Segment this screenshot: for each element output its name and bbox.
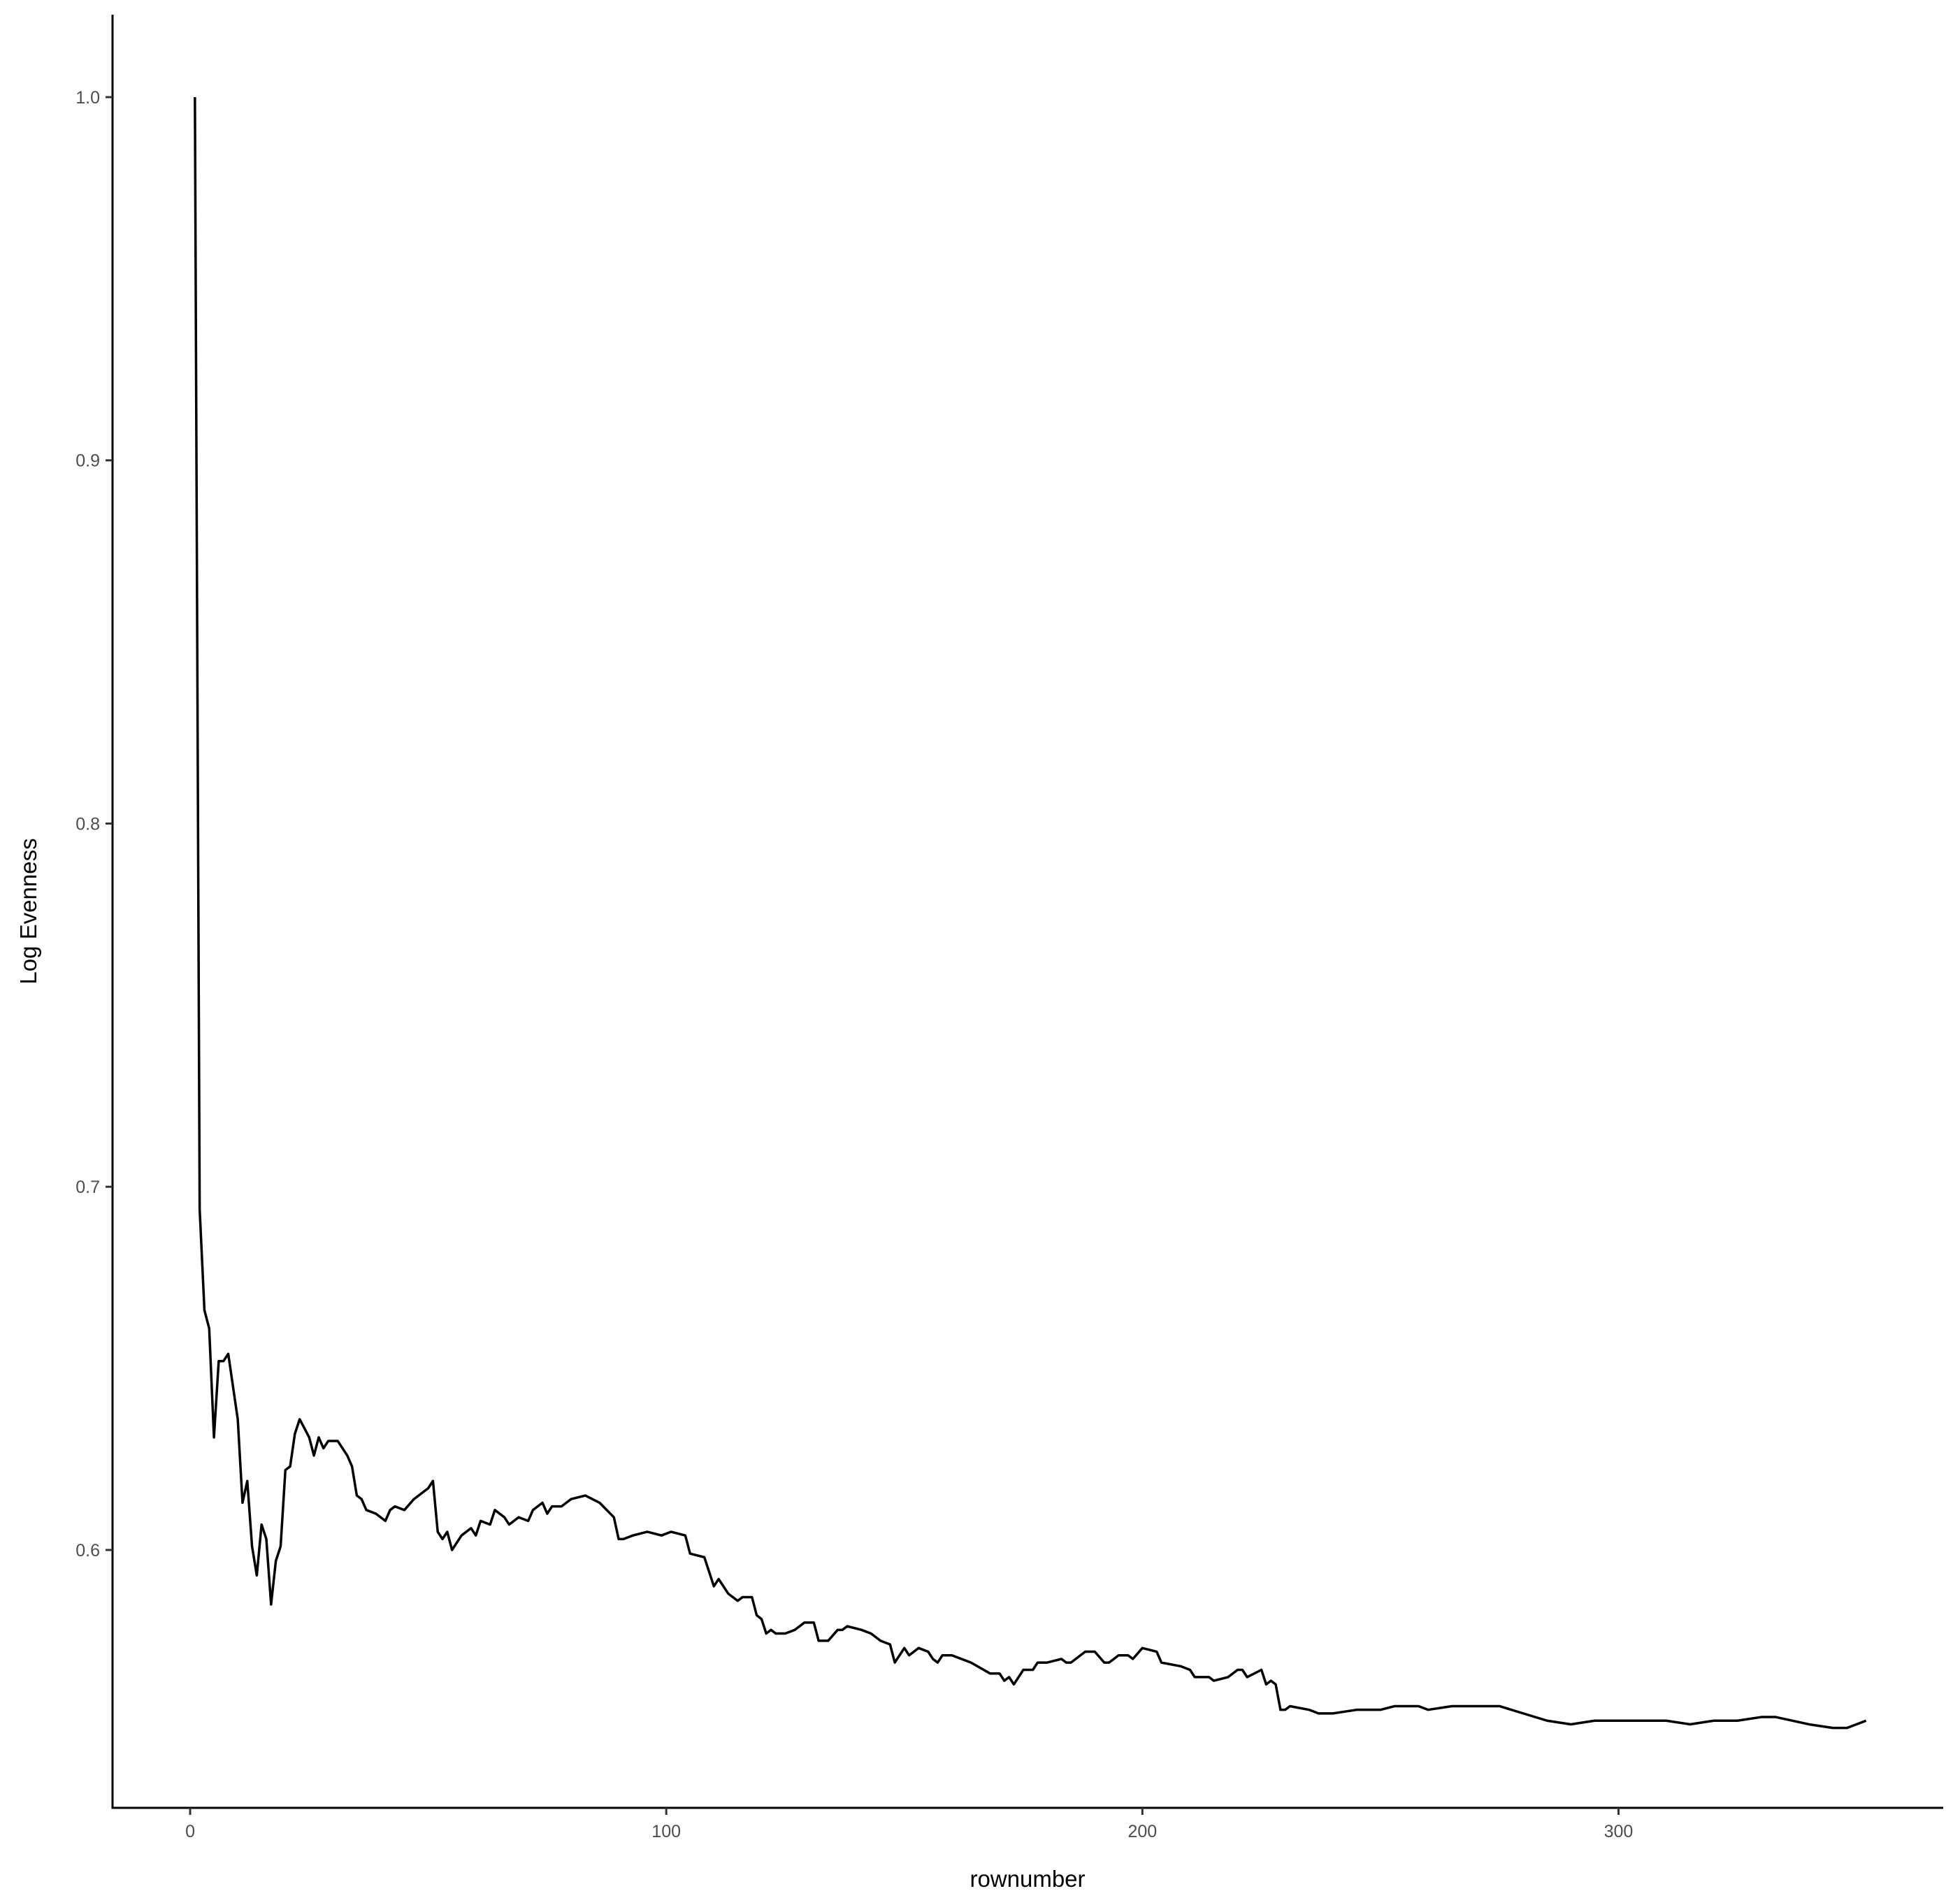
y-tick-label: 0.8: [75, 814, 100, 834]
y-axis-title: Log Evenness: [15, 838, 41, 984]
x-tick-label: 200: [1127, 1822, 1157, 1841]
x-axis-title: rownumber: [970, 1866, 1085, 1892]
x-tick-label: 300: [1604, 1822, 1634, 1841]
y-tick-label: 0.7: [75, 1178, 100, 1197]
x-tick-label: 100: [651, 1822, 681, 1841]
y-tick-label: 1.0: [75, 88, 100, 108]
data-line: [194, 96, 1867, 1730]
y-tick-label: 0.9: [75, 451, 100, 471]
y-tick-label: 0.6: [75, 1541, 100, 1560]
x-tick-label: 0: [185, 1822, 195, 1841]
